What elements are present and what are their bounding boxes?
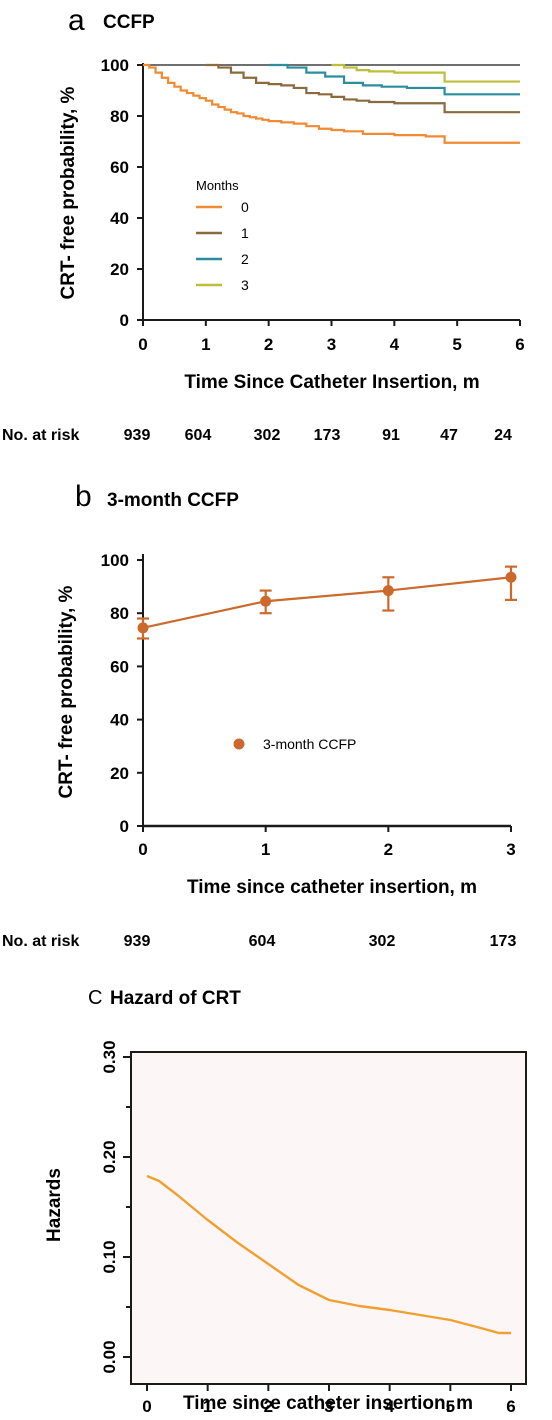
panel-a-x-tick-label: 4 xyxy=(390,335,400,354)
panel-b-data-point xyxy=(382,585,394,597)
panel-a-legend-label: 3 xyxy=(241,277,249,293)
panel-a-legend-label: 1 xyxy=(241,225,249,241)
panel-b-series-line xyxy=(142,576,512,629)
panel-a-x-tick-label: 5 xyxy=(452,335,461,354)
panel-a-risk-number: 173 xyxy=(314,427,341,444)
panel-a-risk-numbers: 939 604 302 173 91 47 24 xyxy=(124,427,512,444)
panel-c-y-tick-label: 0.30 xyxy=(100,1040,119,1073)
panel-b-y-tick-label: 20 xyxy=(110,764,129,783)
panel-c-letter: C xyxy=(88,987,102,1009)
panel-c-x-axis-title: Time since catheter insertion, m xyxy=(183,1393,473,1414)
panel-a-x-tick-label: 6 xyxy=(515,335,524,354)
panel-c-x-tick-label: 6 xyxy=(506,1397,515,1416)
panel-a-y-tick-label: 40 xyxy=(110,209,129,228)
panel-b-risk-label: No. at risk xyxy=(2,933,79,950)
panel-c-x-tick-label: 5 xyxy=(446,1397,455,1416)
panel-a-x-tick-label: 2 xyxy=(264,335,273,354)
panel-a-letter: a xyxy=(68,4,85,37)
panel-c-y-tick-label: 0.10 xyxy=(100,1240,119,1273)
panel-a-legend: 0 1 2 3 xyxy=(196,199,249,293)
panel-b-y-axis-title: CRT- free probability, % xyxy=(56,585,77,798)
panel-a-risk-number: 604 xyxy=(185,427,212,444)
panel-b-risk-number: 939 xyxy=(124,933,151,950)
panel-a-y-tick-label: 80 xyxy=(110,107,129,126)
panel-a-y-tick-label: 20 xyxy=(110,260,129,279)
panel-a-legend-label: 2 xyxy=(241,251,249,267)
panel-b-legend-swatch xyxy=(233,738,245,750)
panel-a-x-tick-label: 1 xyxy=(201,335,210,354)
panel-a-x-axis-title: Time Since Catheter Insertion, m xyxy=(184,372,479,393)
panel-b-risk-number: 173 xyxy=(490,933,517,950)
panel-a-y-tick-label: 100 xyxy=(101,56,129,75)
panel-c-x-tick-label: 2 xyxy=(264,1397,273,1416)
panel-c-x-tick-label: 4 xyxy=(385,1397,395,1416)
panel-a-y-axis-title: CRT- free probability, % xyxy=(58,86,79,299)
panel-b-y-tick-label: 40 xyxy=(110,711,129,730)
panel-b-x-tick-label: 1 xyxy=(261,840,270,859)
panel-a-risk-label: No. at risk xyxy=(2,427,79,444)
panel-c-plot: 0 1 2 3 4 5 6 0.00 0.10 0.20 0.30 xyxy=(100,1040,527,1416)
panel-b-data-point xyxy=(137,622,149,634)
panel-a-title: CCFP xyxy=(103,12,155,33)
panel-b-data-point xyxy=(505,571,517,583)
panel-b-x-axis-title: Time since catheter insertion, m xyxy=(187,877,477,898)
panel-b-y-tick-label: 100 xyxy=(101,551,129,570)
panel-a-y-tick-label: 0 xyxy=(120,311,129,330)
panel-a-series-line-3 xyxy=(331,63,520,83)
panel-b-letter: b xyxy=(75,480,92,513)
panel-a-risk-number: 939 xyxy=(124,427,151,444)
panel-b-y-tick-label: 60 xyxy=(110,657,129,676)
panel-c-hazard-line xyxy=(146,1174,511,1335)
panel-a-series-line-2 xyxy=(268,63,520,96)
panel-b-x-tick-label: 3 xyxy=(506,840,515,859)
panel-c-x-tick-label: 1 xyxy=(203,1397,212,1416)
panel-c-plot-frame xyxy=(130,1051,527,1385)
panel-c-y-tick-label: 0.20 xyxy=(100,1140,119,1173)
panel-a-y-tick-label: 60 xyxy=(110,158,129,177)
panel-a-risk-number: 91 xyxy=(382,427,400,444)
panel-b-x-tick-label: 0 xyxy=(138,840,147,859)
panel-b-title: 3-month CCFP xyxy=(107,490,239,511)
panel-a-legend-label: 0 xyxy=(241,199,249,215)
panel-a-x-tick-label: 0 xyxy=(138,335,147,354)
panel-a-risk-number: 24 xyxy=(494,427,512,444)
panel-c: C Hazard of CRT 0 1 2 3 4 5 60.000.100.200.30 … xyxy=(44,987,527,1416)
panel-a-series-line-0 xyxy=(143,63,520,144)
panel-b-y-tick-label: 80 xyxy=(110,604,129,623)
panel-a-x-tick-label: 3 xyxy=(327,335,336,354)
panel-b-data-point xyxy=(260,595,272,607)
panel-b-x-tick-label: 2 xyxy=(384,840,393,859)
panel-b-plot: 0 1 2 3 0 20 40 60 80 100 xyxy=(101,551,517,859)
panel-a-risk-number: 47 xyxy=(440,427,458,444)
panel-c-x-tick-label: 0 xyxy=(142,1397,151,1416)
panel-c-y-axis-title: Hazards xyxy=(44,1168,65,1242)
panel-b-legend-label: 3-month CCFP xyxy=(263,736,356,752)
panel-b-risk-number: 604 xyxy=(249,933,276,950)
panel-c-y-tick-label: 0.00 xyxy=(100,1340,119,1373)
panel-b-risk-numbers: 939 604 302 173 xyxy=(124,933,517,950)
panel-b-y-tick-label: 0 xyxy=(120,817,129,836)
panel-a-risk-number: 302 xyxy=(254,427,281,444)
panel-b-legend: 3-month CCFP xyxy=(233,736,356,752)
panel-c-x-tick-label: 3 xyxy=(324,1397,333,1416)
panel-c-title: Hazard of CRT xyxy=(110,988,241,1009)
panel-a-series-line-1 xyxy=(205,63,520,114)
panel-a-legend-title: Months xyxy=(196,178,239,193)
panel-b-risk-number: 302 xyxy=(369,933,396,950)
